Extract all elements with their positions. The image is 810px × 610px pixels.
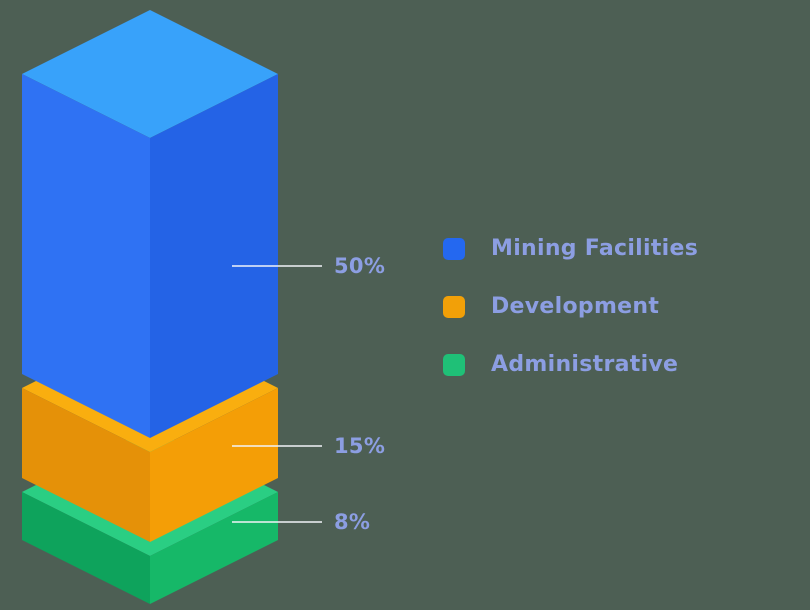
legend-label-development: Development bbox=[491, 294, 660, 319]
legend-item-development: Development bbox=[443, 294, 698, 319]
segment-left-face-0 bbox=[22, 74, 150, 438]
legend-label-administrative: Administrative bbox=[491, 352, 679, 377]
segment-left-face-1 bbox=[22, 388, 150, 542]
legend-swatch-administrative bbox=[443, 353, 465, 376]
pct-label-0: 50% bbox=[334, 254, 385, 278]
segment-right-face-0 bbox=[150, 74, 278, 438]
legend-label-mining-facilities: Mining Facilities bbox=[491, 236, 699, 261]
segment-right-face-2 bbox=[150, 492, 278, 604]
pct-label-1: 15% bbox=[334, 434, 385, 458]
legend-swatch-development bbox=[443, 295, 465, 318]
pct-label-2: 8% bbox=[334, 510, 370, 534]
legend-item-mining-facilities: Mining Facilities bbox=[443, 236, 698, 261]
legend: Mining Facilities Development Administra… bbox=[443, 236, 698, 377]
legend-swatch-mining-facilities bbox=[443, 237, 465, 260]
segment-left-face-2 bbox=[22, 492, 150, 604]
legend-item-administrative: Administrative bbox=[443, 352, 698, 377]
segment-right-face-1 bbox=[150, 388, 278, 542]
